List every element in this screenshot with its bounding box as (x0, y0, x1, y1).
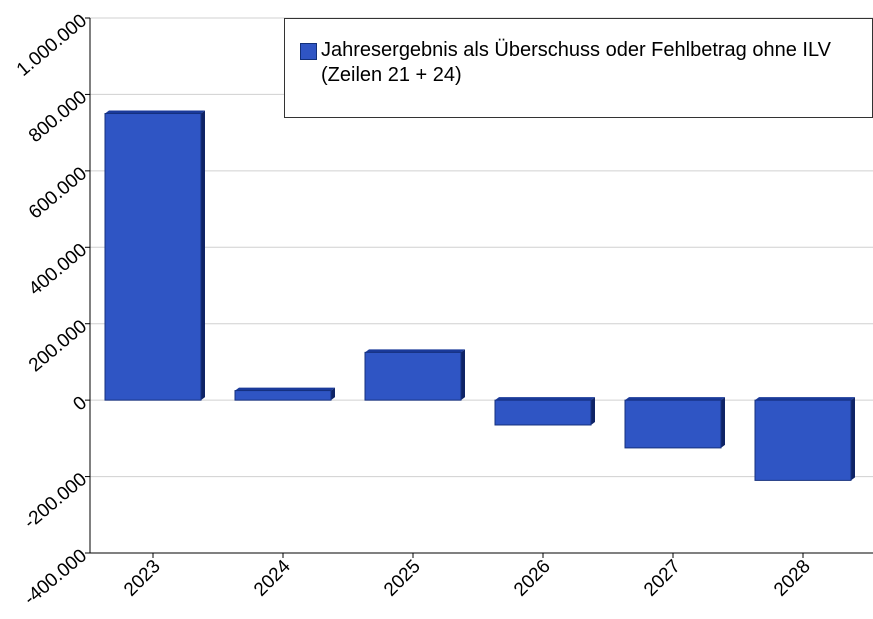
bar-top (105, 110, 205, 114)
x-tick-label: 2023 (120, 556, 165, 601)
y-tick-label: -400.000 (20, 545, 91, 609)
bar (364, 351, 462, 401)
bar (754, 399, 852, 481)
legend: Jahresergebnis als Überschuss oder Fehlb… (284, 18, 873, 118)
bar (234, 390, 332, 401)
bar-shadow (721, 397, 725, 448)
bar-shadow (331, 387, 335, 401)
bar (624, 399, 722, 449)
legend-label: Jahresergebnis als Überschuss oder Fehlb… (321, 39, 831, 86)
bar-shadow (201, 110, 205, 401)
y-tick-label: 600.000 (25, 163, 91, 223)
bar-top (365, 349, 465, 353)
bar (494, 399, 592, 426)
legend-swatch (300, 43, 317, 60)
x-tick-label: 2024 (250, 556, 295, 601)
y-tick-label: 800.000 (25, 87, 91, 147)
y-tick-label: -200.000 (20, 469, 91, 533)
x-tick-label: 2027 (640, 556, 685, 601)
y-tick-label: 0 (69, 392, 91, 415)
x-tick-label: 2028 (770, 556, 815, 601)
y-tick-label: 200.000 (25, 316, 91, 376)
bar (104, 113, 202, 401)
bar-top (755, 397, 855, 401)
bar-shadow (461, 349, 465, 401)
bar-top (495, 397, 595, 401)
bar-shadow (851, 397, 855, 481)
y-tick-label: 1.000.000 (13, 10, 91, 80)
y-tick-label: 400.000 (25, 240, 91, 300)
bar-top (235, 387, 335, 391)
x-tick-label: 2025 (380, 556, 425, 601)
bar-shadow (591, 397, 595, 425)
bar-top (625, 397, 725, 401)
x-tick-label: 2026 (510, 556, 555, 601)
